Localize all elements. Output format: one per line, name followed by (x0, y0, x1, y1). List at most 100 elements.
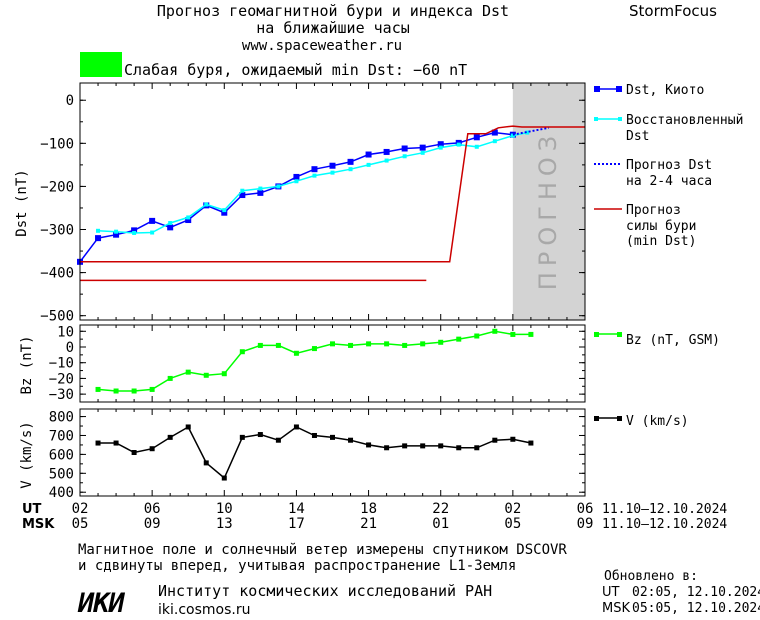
ut-tick-label: 18 (360, 501, 377, 517)
v-point (438, 443, 444, 449)
bz-point (492, 328, 498, 334)
legend-bz-label: Bz (nT, GSM) (626, 333, 720, 348)
msk-tick-label: 05 (504, 516, 521, 532)
dst-kyoto-point (491, 129, 498, 136)
v-point (257, 432, 263, 438)
bz-point (420, 341, 426, 347)
msk-tick-label: 09 (577, 516, 594, 532)
dst-kyoto-point (167, 224, 174, 231)
restored-dst-point (348, 167, 353, 172)
restored-dst-point (420, 150, 425, 155)
v-panel-frame (79, 408, 586, 497)
msk-tick-label: 13 (216, 516, 233, 532)
y-tick-label: 10 (57, 324, 74, 340)
msk-tick-label: 09 (144, 516, 161, 532)
y-tick-label: −300 (40, 223, 74, 239)
bz-point (257, 342, 263, 348)
ut-tick-label: 02 (72, 501, 89, 517)
restored-dst-point (492, 139, 497, 144)
y-tick-label: 400 (49, 485, 74, 501)
msk-label: MSK (22, 517, 55, 532)
ut-tick-label: 10 (216, 501, 233, 517)
dst-axis-title: Dst (nT) (14, 169, 30, 236)
updated-msk-label: MSK (602, 601, 630, 616)
legend-restored-marker (594, 117, 598, 121)
dst-kyoto-point (95, 235, 102, 242)
bz-point (438, 339, 444, 345)
legend-storm-forecast-label-3: (min Dst) (626, 234, 696, 249)
bz-point (348, 342, 354, 348)
msk-tick-label: 17 (288, 516, 305, 532)
bz-point (456, 336, 462, 342)
legend-v-marker (617, 416, 622, 421)
bz-plot-area (95, 328, 534, 394)
bz-point (239, 349, 245, 355)
bz-point (167, 375, 173, 381)
dst-kyoto-point (149, 217, 156, 224)
v-point (510, 436, 516, 442)
restored-dst-point (402, 154, 407, 159)
restored-dst-point (150, 230, 155, 235)
institute-site[interactable]: iki.cosmos.ru (158, 602, 250, 618)
restored-dst-point (384, 158, 389, 163)
v-panel (79, 408, 586, 497)
footer-note-line2: и сдвинуты вперед, учитывая распростране… (78, 558, 516, 574)
v-point (275, 437, 281, 443)
v-point (149, 446, 155, 452)
v-point (113, 440, 119, 446)
msk-tick-label: 21 (360, 516, 377, 532)
legend-storm-forecast-label-1: Прогноз (626, 203, 681, 218)
legend-v-label: V (km/s) (626, 414, 689, 429)
ut-date-range: 11.10–12.10.2024 (602, 502, 727, 517)
legend-v-marker (594, 416, 599, 421)
v-point (366, 442, 372, 448)
ut-tick-label: 14 (288, 501, 305, 517)
msk-tick-label: 01 (432, 516, 449, 532)
restored-dst-point (132, 230, 137, 235)
dst-kyoto-point (239, 192, 246, 199)
v-point (384, 445, 390, 451)
restored-dst-point (525, 130, 530, 135)
bz-point (474, 333, 480, 339)
chart-title-line2: на ближайшие часы (256, 19, 410, 37)
y-tick-label: 0 (66, 93, 74, 109)
restored-dst-point (456, 142, 461, 147)
footer-note-line1: Магнитное поле и солнечный ветер измерен… (78, 542, 567, 558)
v-point (239, 434, 245, 440)
y-tick-label: 500 (49, 466, 74, 482)
ut-tick-label: 22 (432, 501, 449, 517)
bz-point (384, 341, 390, 347)
v-point (330, 434, 335, 440)
restored-dst-point (366, 162, 371, 167)
restored-dst-point (438, 145, 443, 150)
dst-kyoto-point (185, 217, 192, 224)
ut-tick-label: 06 (577, 501, 594, 517)
msk-tick-label: 05 (72, 516, 89, 532)
site-link[interactable]: www.spaceweather.ru (242, 38, 402, 54)
v-point (167, 434, 173, 440)
y-tick-label: −10 (49, 356, 74, 372)
v-point (402, 443, 408, 449)
y-tick-label: −200 (40, 179, 74, 195)
bz-axis-title: Bz (nT) (19, 335, 35, 394)
restored-dst-point (510, 133, 515, 138)
v-point (474, 445, 480, 451)
bz-point (275, 342, 281, 348)
legend-restored-label-1: Восстановленный (626, 113, 743, 128)
v-point (492, 437, 498, 443)
bz-panel-frame (79, 324, 586, 403)
v-point (420, 443, 426, 449)
restored-dst-point (222, 208, 227, 213)
v-point (95, 440, 101, 446)
axes: 0−100−200−300−400−500100−10−20−308007006… (40, 83, 586, 501)
bz-point (311, 346, 317, 352)
restored-dst-point (114, 229, 119, 234)
y-tick-label: 600 (49, 447, 74, 463)
y-tick-label: 0 (66, 340, 74, 356)
restored-dst-point (294, 179, 299, 184)
storm-status-text: Слабая буря, ожидаемый min Dst: −60 nT (124, 61, 467, 79)
bz-point (221, 371, 227, 377)
ut-label: UT (22, 502, 42, 517)
institute-name: Институт космических исследований РАН (158, 582, 492, 600)
restored-dst-point (258, 186, 263, 191)
